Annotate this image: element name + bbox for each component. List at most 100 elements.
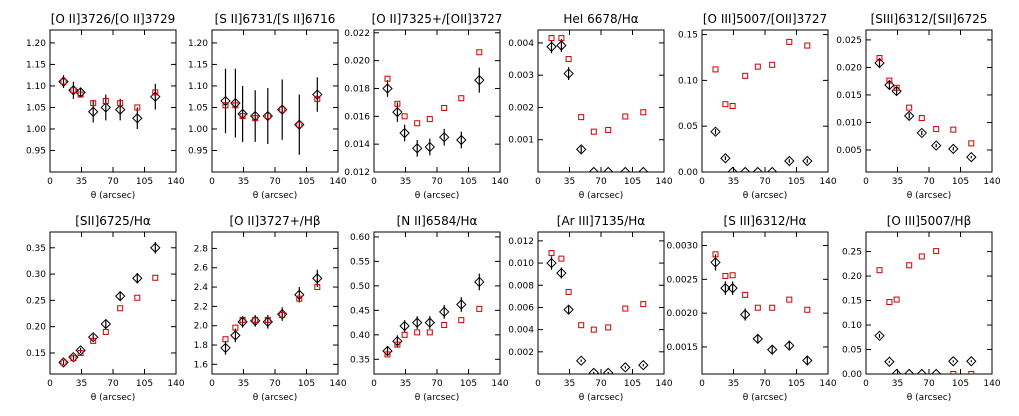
x-tick-label: 105: [136, 177, 153, 187]
panel-title: [S III]6312/Hα: [724, 214, 807, 228]
model-point: [886, 77, 893, 84]
model-point: [252, 316, 259, 323]
y-tick-label: 0.35: [26, 244, 46, 254]
x-tick-label: 35: [76, 177, 87, 187]
x-tick-label: 70: [431, 379, 443, 389]
x-tick-label: 140: [983, 177, 1000, 187]
x-tick-label: 105: [624, 177, 641, 187]
y-tick-label: 1.10: [26, 82, 46, 92]
x-tick-label: 35: [238, 177, 249, 187]
observed-point: [884, 356, 895, 367]
observed-point: [87, 331, 99, 343]
model-point: [222, 336, 229, 343]
observed-point: [132, 113, 143, 124]
model-point: [605, 324, 612, 331]
observed-point: [456, 299, 467, 310]
observed-point: [382, 345, 393, 357]
x-tick-label: 105: [460, 379, 477, 389]
x-tick-label: 70: [595, 177, 607, 187]
model-point: [558, 255, 565, 262]
model-point: [90, 100, 97, 107]
model-point: [134, 104, 141, 111]
y-tick-label: 0.015: [836, 91, 862, 101]
x-tick-label: 0: [863, 177, 869, 187]
model-point: [893, 296, 900, 303]
model-point: [754, 304, 761, 311]
model-point: [426, 329, 433, 336]
x-tick-label: 105: [788, 379, 805, 389]
x-tick-label: 140: [329, 379, 346, 389]
panel-2: [S II]6731/[S II]6716 0 35 70 105 140 0.95 1.00…: [188, 12, 347, 201]
x-tick-label: 0: [699, 177, 705, 187]
model-point: [754, 63, 761, 70]
x-tick-label: 140: [167, 379, 184, 389]
plot-frame: [865, 29, 993, 173]
x-tick-label: 35: [892, 177, 903, 187]
y-tick-label: 0.004: [508, 326, 534, 336]
y-tick-label: 1.05: [26, 103, 46, 113]
panel-title: [N II]6584/Hα: [397, 214, 478, 228]
y-tick-label: 1.10: [188, 82, 208, 92]
model-point: [722, 272, 729, 279]
y-tick-label: 1.8: [194, 341, 209, 351]
observed-point: [588, 166, 600, 172]
y-tick-label: 0.003: [508, 71, 534, 81]
observed-point: [620, 166, 631, 172]
observed-point: [766, 344, 778, 355]
model-point: [893, 84, 900, 91]
observed-point: [132, 273, 143, 284]
y-tick-label: 0.15: [842, 297, 862, 307]
observed-point: [638, 359, 649, 371]
model-point: [804, 306, 811, 313]
plot-frame: [49, 29, 177, 173]
model-point: [918, 253, 925, 260]
observed-point: [575, 144, 587, 155]
model-point: [950, 126, 957, 133]
y-tick-label: 0.15: [26, 349, 46, 359]
observed-point: [710, 257, 721, 268]
x-tick-label: 70: [923, 379, 935, 389]
x-tick-label: 70: [107, 177, 119, 187]
x-tick-label: 70: [269, 379, 281, 389]
x-tick-label: 70: [923, 177, 935, 187]
model-point: [476, 305, 483, 312]
observed-point: [588, 367, 600, 374]
model-point: [90, 337, 97, 344]
model-point: [950, 371, 957, 374]
observed-point: [75, 345, 86, 356]
model-point: [548, 250, 555, 257]
x-tick-label: 70: [431, 177, 443, 187]
y-tick-label: 1.6: [194, 360, 209, 370]
observed-point: [399, 320, 410, 332]
observed-point: [411, 317, 423, 328]
x-tick-label: 35: [400, 379, 411, 389]
model-point: [712, 66, 719, 73]
y-tick-label: 0.20: [26, 323, 46, 333]
x-tick-label: 0: [699, 379, 705, 389]
data-layer: [874, 55, 977, 163]
x-tick-label: 35: [728, 177, 739, 187]
observed-point: [720, 153, 731, 164]
data-layer: [874, 248, 977, 374]
observed-point: [874, 330, 885, 342]
x-axis-label: θ (arcsec): [579, 393, 624, 403]
observed-point: [424, 141, 436, 153]
x-tick-label: 105: [298, 379, 315, 389]
plot-frame: [49, 231, 177, 375]
model-point: [886, 299, 893, 306]
model-point: [314, 284, 321, 291]
observed-point: [602, 367, 614, 374]
model-point: [77, 91, 84, 98]
data-layer: [58, 241, 161, 368]
panel-title: [Ar III]7135/Hα: [557, 214, 646, 228]
observed-point: [114, 104, 126, 115]
x-tick-label: 140: [819, 177, 836, 187]
panel-12: [O III]5007/Hβ 0 35 70 105 140 0.00 0.05 0.10 0.1…: [842, 214, 1001, 403]
model-point: [590, 326, 597, 333]
model-point: [565, 56, 572, 63]
panel-3: [O II]7325+/[OII]3727 0 35 70 105 140 0.012 0.0…: [344, 12, 509, 201]
observed-point: [294, 289, 305, 300]
y-tick-label: 0.012: [344, 168, 370, 178]
model-point: [722, 101, 729, 108]
observed-point: [802, 155, 813, 167]
